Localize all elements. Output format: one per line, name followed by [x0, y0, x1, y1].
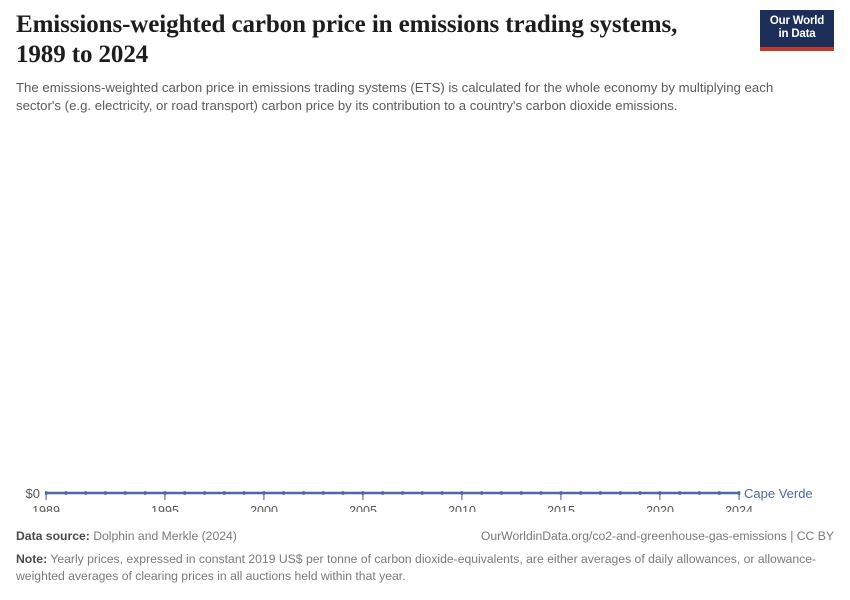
data-source: Data source: Dolphin and Merkle (2024) [16, 528, 237, 544]
data-point[interactable] [579, 491, 582, 495]
data-point[interactable] [421, 491, 424, 495]
x-axis-tick-label: 1995 [151, 504, 179, 512]
data-point[interactable] [64, 491, 68, 495]
chart-footer: Data source: Dolphin and Merkle (2024) O… [16, 528, 834, 584]
owid-url-link[interactable]: OurWorldinData.org/co2-and-greenhouse-ga… [480, 529, 834, 543]
data-point[interactable] [242, 491, 246, 495]
data-point[interactable] [520, 491, 523, 495]
data-point[interactable] [302, 491, 305, 495]
data-point[interactable] [341, 491, 345, 495]
data-point[interactable] [84, 491, 87, 495]
data-point[interactable] [678, 491, 681, 495]
x-axis-tick-label: 2015 [547, 504, 575, 512]
x-axis-tick-label: 2010 [448, 504, 476, 512]
note-label: Note: [16, 552, 48, 566]
data-point[interactable] [381, 491, 384, 495]
data-source-value: Dolphin and Merkle (2024) [93, 529, 237, 543]
x-axis-tick-label: 2024 [725, 504, 753, 512]
chart-header: Emissions-weighted carbon price in emiss… [16, 0, 834, 114]
chart-plot-area[interactable]: $0 [16, 140, 834, 512]
data-point[interactable] [203, 491, 206, 495]
x-axis-tick-labels: 1989 1995 2000 2005 2010 2015 2020 2024 [32, 504, 753, 512]
data-point[interactable] [539, 491, 543, 495]
footer-note: Note: Yearly prices, expressed in consta… [16, 551, 828, 584]
data-point[interactable] [480, 491, 483, 495]
x-axis-tick-label: 2000 [250, 504, 278, 512]
data-point[interactable] [322, 491, 325, 495]
data-point[interactable] [440, 491, 444, 495]
data-point[interactable] [223, 491, 226, 495]
note-value: Yearly prices, expressed in constant 201… [16, 552, 817, 583]
data-point[interactable] [143, 491, 147, 495]
data-point[interactable] [282, 491, 285, 495]
data-point[interactable] [183, 491, 186, 495]
page-title: Emissions-weighted carbon price in emiss… [16, 11, 678, 68]
data-point[interactable] [500, 491, 503, 495]
data-point[interactable] [638, 491, 642, 495]
data-point[interactable] [599, 491, 602, 495]
data-point[interactable] [401, 491, 404, 495]
series-label-cape-verde[interactable]: Cape Verde [744, 486, 813, 501]
x-axis-tick-label: 2020 [646, 504, 674, 512]
data-point[interactable] [698, 491, 701, 495]
data-point[interactable] [124, 491, 127, 495]
owid-logo-line-1: Our World [769, 15, 825, 27]
data-point[interactable] [104, 491, 107, 495]
data-source-label: Data source: [16, 529, 90, 543]
chart-subtitle: The emissions-weighted carbon price in e… [16, 80, 774, 113]
owid-logo-line-2: in Data [778, 28, 816, 40]
x-axis-ticks [45, 493, 740, 500]
x-axis-tick-label: 2005 [349, 504, 377, 512]
y-axis-tick-label-0: $0 [26, 486, 40, 501]
data-point[interactable] [718, 491, 721, 495]
x-axis-tick-label: 1989 [32, 504, 60, 512]
owid-logo[interactable]: Our World in Data [760, 10, 834, 51]
line-chart-svg[interactable]: $0 [16, 140, 834, 512]
footer-source-row: Data source: Dolphin and Merkle (2024) O… [16, 528, 834, 544]
data-point[interactable] [619, 491, 622, 495]
